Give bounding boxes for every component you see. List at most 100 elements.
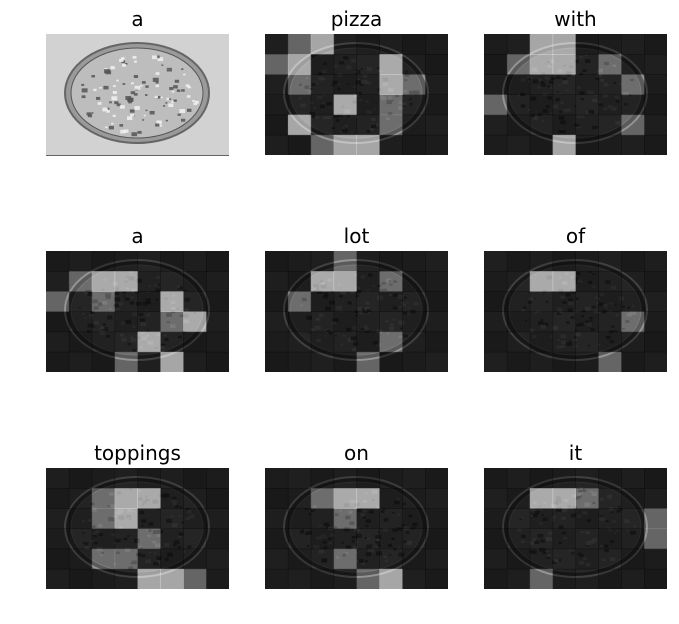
topping (376, 538, 381, 542)
topping (86, 112, 91, 116)
topping (599, 497, 605, 501)
attention-cell (91, 548, 116, 570)
topping (545, 537, 549, 540)
topping (388, 327, 395, 331)
topping (122, 63, 127, 67)
attention-cell (379, 34, 403, 55)
topping (392, 319, 395, 321)
attention-cell (265, 311, 289, 333)
attention-cell (333, 331, 358, 353)
attention-cell (552, 528, 577, 550)
attention-cell (621, 271, 645, 292)
attention-cell (310, 528, 335, 550)
topping (108, 125, 114, 130)
attention-cell (621, 311, 645, 333)
attention-cell (552, 74, 577, 95)
topping (130, 337, 137, 342)
topping (137, 130, 142, 134)
topping (153, 561, 159, 566)
attention-cell (552, 331, 577, 353)
attention-cell (425, 251, 448, 272)
topping (95, 96, 101, 100)
topping (154, 95, 158, 99)
topping (352, 331, 355, 334)
topping (127, 116, 133, 121)
topping (562, 80, 569, 85)
topping (315, 116, 319, 119)
attention-cell (160, 468, 184, 489)
attention-grid (265, 468, 448, 589)
attention-cell (575, 468, 599, 489)
panel-image (46, 34, 229, 155)
attention-cell (91, 251, 116, 272)
topping (178, 335, 182, 339)
topping (366, 544, 373, 549)
topping (84, 542, 89, 546)
attention-cell (425, 94, 448, 116)
topping (140, 322, 147, 327)
attention-cell (379, 94, 403, 116)
attention-cell (506, 508, 531, 529)
topping (128, 100, 132, 104)
attention-cell (265, 271, 289, 292)
attention-cell (265, 114, 289, 136)
attention-cell (183, 488, 207, 509)
topping (311, 116, 314, 118)
topping (101, 551, 105, 554)
topping (357, 307, 362, 311)
attention-cell (356, 568, 380, 589)
attention-cell (91, 528, 116, 550)
attention-cell (356, 74, 380, 95)
attention-cell (46, 351, 70, 372)
topping (100, 326, 105, 330)
attention-cell (46, 548, 70, 570)
topping (326, 116, 331, 119)
attention-cell (114, 508, 139, 529)
attention-cell (506, 271, 531, 292)
topping (90, 502, 95, 506)
topping (409, 102, 413, 106)
attention-cell (333, 548, 358, 570)
topping (308, 89, 313, 93)
panel-svg (46, 251, 229, 372)
topping (107, 315, 113, 320)
topping (156, 534, 161, 537)
attention-cell (333, 74, 358, 95)
topping (388, 96, 392, 99)
topping (348, 510, 353, 514)
panel-svg (265, 251, 448, 372)
attention-cell (114, 311, 139, 333)
attention-cell (356, 548, 380, 570)
attention-cell (621, 54, 645, 75)
attention-cell (379, 528, 403, 550)
topping (323, 116, 327, 120)
topping (398, 106, 404, 110)
topping (116, 551, 120, 555)
attention-cell (529, 331, 554, 353)
topping (179, 314, 184, 317)
attention-cell (425, 508, 448, 529)
topping (113, 303, 119, 308)
attention-cell (206, 331, 229, 353)
attention-cell (356, 311, 380, 333)
topping (174, 79, 180, 83)
attention-cell (484, 568, 508, 589)
topping (81, 88, 88, 93)
attention-cell (379, 331, 403, 353)
topping (111, 122, 114, 125)
attention-cell (402, 351, 426, 372)
attention-cell (484, 291, 508, 312)
topping (318, 313, 324, 317)
topping (389, 283, 393, 286)
topping (120, 57, 125, 60)
topping (99, 86, 102, 89)
attention-cell (529, 508, 554, 529)
topping (529, 541, 534, 545)
attention-cell (183, 311, 207, 333)
topping (402, 104, 406, 107)
attention-cell (333, 508, 358, 529)
topping (146, 329, 150, 332)
attention-cell (160, 331, 184, 353)
topping (552, 325, 559, 330)
topping (104, 69, 110, 74)
